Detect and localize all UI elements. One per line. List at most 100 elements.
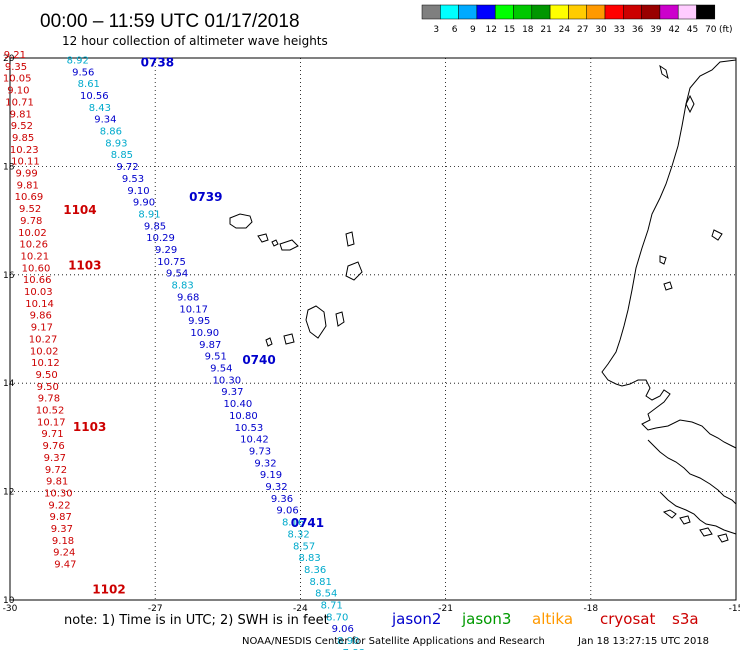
wave-height-value: 10.26 [19,240,48,251]
page-title: 00:00 – 11:59 UTC 01/17/2018 [40,11,300,32]
color-scale: 3 6 9 12 15 18 21 24 27 30 33 36 39 42 45 70 (ft) [421,4,733,35]
wave-height-value: 10.23 [10,145,39,156]
scale-label: 45 [687,25,698,35]
pass-time-label: 0739 [189,190,222,204]
island-sao-nicolau [279,239,299,251]
scale-swatch [458,4,478,20]
wave-height-value: 9.87 [199,340,221,351]
wave-height-value: 10.21 [21,251,50,262]
wave-height-value: 9.24 [53,548,75,559]
wave-height-value: 9.68 [177,292,199,303]
wave-height-value: 7.88 [343,648,365,650]
x-tick-label: -27 [148,604,163,614]
wave-height-value: 10.05 [3,74,32,85]
island-santo-antao [229,213,253,229]
wave-height-value: 9.78 [20,216,42,227]
satellite-legend-s3a: s3a [672,610,699,628]
wave-height-value: 9.81 [10,109,32,120]
x-tick-label: -30 [3,604,18,614]
scale-swatch [421,4,441,20]
y-tick-label: 16 [3,271,15,281]
y-tick-label: 14 [3,379,15,389]
scale-swatch [549,4,569,20]
wave-height-value: 10.17 [179,304,208,315]
island-santa-luzia [271,239,279,247]
scale-swatch [623,4,642,20]
note-text: note: 1) Time is in UTC; 2) SWH is in fe… [64,613,329,628]
island-maio [335,311,345,327]
wave-height-value: 10.17 [37,417,66,428]
wave-height-value: 8.71 [321,601,343,612]
wave-height-value: 10.02 [30,346,59,357]
wave-height-value: 9.22 [48,500,70,511]
wave-height-value: 9.21 [4,50,26,61]
canary-2 [685,94,695,114]
wave-height-value: 9.72 [116,162,138,173]
scale-swatch [696,4,716,20]
bijagos-2 [679,515,691,525]
wave-height-value: 9.34 [94,115,116,126]
island-sao-vicente [257,233,269,243]
wave-height-value: 8.70 [326,612,348,623]
wave-height-value: 9.29 [155,245,177,256]
scale-swatch [476,4,496,20]
pass-time-label: 0738 [141,56,174,70]
wave-height-value: 8.92 [67,55,89,66]
wave-height-value: 8.83 [172,281,194,292]
canary-4 [659,255,667,265]
wave-height-value: 9.72 [45,465,67,476]
map-frame [9,57,737,601]
page-subtitle: 12 hour collection of altimeter wave hei… [62,34,328,48]
scale-swatch [604,4,624,20]
wave-height-value: 10.27 [29,334,58,345]
scale-swatch [586,4,606,20]
wave-height-value: 9.78 [38,394,60,405]
pass-time-label: 1102 [92,582,125,596]
wave-height-value: 9.53 [122,174,144,185]
scale-label: 24 [559,25,571,35]
wave-height-value: 9.06 [332,624,354,635]
wave-height-value: 10.11 [11,157,40,168]
wave-height-value: 10.66 [23,275,52,286]
scale-label: 12 [485,25,496,35]
y-axis-labels: 20 18 16 14 12 10 [3,54,15,606]
wave-height-value: 9.17 [31,323,53,334]
wave-height-value: 9.32 [265,482,287,493]
wave-height-value: 9.37 [44,453,66,464]
scale-label: 27 [577,25,588,35]
wave-height-value: 9.32 [254,458,276,469]
wave-height-value: 8.91 [138,209,160,220]
wave-height-value: 10.40 [224,399,253,410]
wave-height-value: 8.36 [304,565,326,576]
x-tick-label: -18 [583,604,598,614]
scale-label: 39 [650,25,662,35]
scale-swatch [641,4,661,20]
wave-height-value: 10.02 [18,228,47,239]
wave-height-value: 8.32 [287,529,309,540]
wave-height-value: 10.12 [31,358,60,369]
africa-coast-south [647,439,737,505]
wave-height-value: 10.52 [36,406,65,417]
scale-label: 15 [504,25,515,35]
wave-height-value: 9.36 [271,494,293,505]
wave-height-value: 9.10 [7,86,29,97]
wave-height-value: 9.51 [205,352,227,363]
guinea-coast [659,491,737,535]
canary-1 [659,64,669,80]
wave-height-value: 9.50 [37,382,59,393]
scale-label: 3 [433,25,439,35]
wave-height-value: 9.90 [133,198,155,209]
island-fogo [283,333,295,345]
wave-height-value: 9.71 [41,429,63,440]
credit-text: NOAA/NESDIS Center for Satellite Applica… [242,636,545,647]
wave-height-value: 10.80 [229,411,258,422]
wave-height-value: 9.47 [54,560,76,571]
wave-height-value: 9.35 [5,62,27,73]
wave-height-value: 10.60 [22,263,51,274]
canary-5 [663,281,673,291]
wave-height-value: 10.29 [146,233,175,244]
wave-height-value: 10.75 [157,257,186,268]
wave-height-value: 10.30 [44,488,73,499]
x-tick-label: -24 [293,604,308,614]
